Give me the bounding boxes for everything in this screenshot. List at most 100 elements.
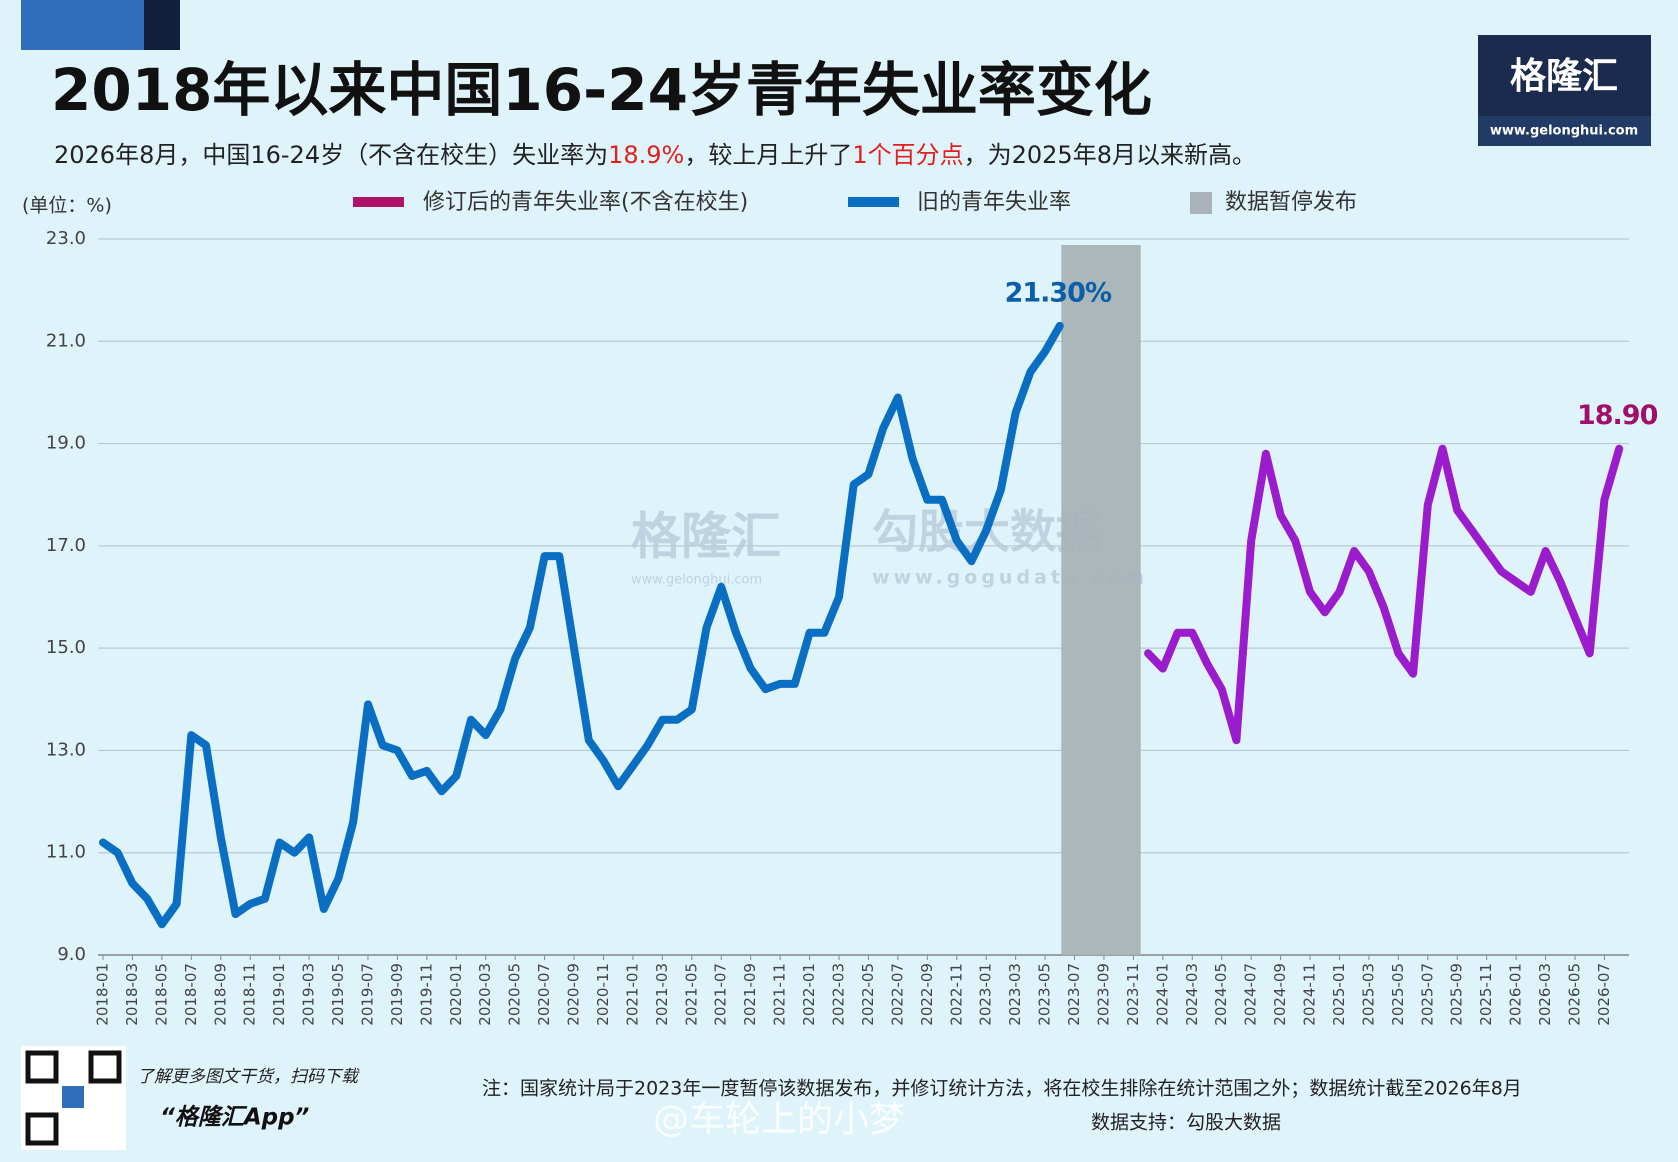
shaded-span bbox=[1061, 245, 1141, 955]
legend-label: 数据暂停发布 bbox=[1225, 190, 1357, 215]
x-tick-label: 2020-05 bbox=[506, 963, 524, 1026]
legend-label: 修订后的青年失业率(不含在校生) bbox=[423, 190, 748, 215]
subtitle: 2026年8月，中国16-24岁（不含在校生）失业率为18.9%，较上月上升了1… bbox=[54, 141, 1256, 169]
x-tick-label: 2019-09 bbox=[388, 963, 406, 1026]
x-tick-label: 2019-05 bbox=[329, 963, 347, 1026]
chart-title: 2018年以来中国16-24岁青年失业率变化 bbox=[51, 56, 1152, 124]
data-label: 21.30% bbox=[1005, 277, 1112, 308]
x-tick-label: 2022-01 bbox=[800, 963, 818, 1026]
x-tick-label: 2018-03 bbox=[123, 963, 141, 1026]
series-line bbox=[99, 321, 1064, 929]
x-tick-label: 2024-03 bbox=[1183, 963, 1201, 1026]
x-tick-label: 2023-01 bbox=[977, 963, 995, 1026]
x-tick-label: 2018-01 bbox=[94, 963, 112, 1026]
x-tick-label: 2019-01 bbox=[270, 963, 288, 1026]
x-tick-label: 2021-07 bbox=[712, 963, 730, 1026]
x-tick-label: 2026-03 bbox=[1536, 963, 1554, 1026]
x-tick-label: 2025-07 bbox=[1418, 963, 1436, 1026]
x-tick-label: 2018-07 bbox=[182, 963, 200, 1026]
x-tick-label: 2020-07 bbox=[535, 963, 553, 1026]
qr-corner bbox=[25, 1050, 59, 1084]
y-tick-label: 17.0 bbox=[46, 535, 86, 556]
x-tick-label: 2021-01 bbox=[623, 963, 641, 1026]
x-tick-label: 2020-09 bbox=[565, 963, 583, 1026]
x-tick-label: 2022-09 bbox=[918, 963, 936, 1026]
x-tick-label: 2019-07 bbox=[358, 963, 376, 1026]
y-tick-label: 23.0 bbox=[46, 228, 86, 249]
watermark: 格隆汇 bbox=[631, 508, 781, 566]
logo-url: www.gelonghui.com bbox=[1490, 124, 1638, 139]
y-tick-label: 13.0 bbox=[46, 739, 86, 760]
qr-corner bbox=[25, 1112, 59, 1146]
x-tick-label: 2022-05 bbox=[859, 963, 877, 1026]
x-tick-label: 2024-11 bbox=[1301, 963, 1319, 1026]
subtitle-part: 1个百分点 bbox=[852, 141, 963, 169]
app-name: “格隆汇App” bbox=[160, 1105, 310, 1131]
x-tick-label: 2025-09 bbox=[1448, 963, 1466, 1026]
x-tick-label: 2022-07 bbox=[888, 963, 906, 1026]
x-tick-label: 2024-05 bbox=[1212, 963, 1230, 1026]
subtitle-part: 18.9% bbox=[608, 141, 684, 169]
logo-strip bbox=[1478, 116, 1651, 146]
legend-swatch bbox=[848, 197, 899, 207]
x-tick-label: 2026-05 bbox=[1566, 963, 1584, 1026]
x-tick-label: 2021-09 bbox=[741, 963, 759, 1026]
x-tick-label: 2019-03 bbox=[300, 963, 318, 1026]
x-tick-label: 2018-05 bbox=[152, 963, 170, 1026]
subtitle-part: 2026年8月，中国16-24岁（不含在校生）失业率为 bbox=[54, 141, 608, 169]
legend-swatch bbox=[1190, 192, 1212, 214]
x-tick-label: 2023-09 bbox=[1094, 963, 1112, 1026]
x-tick-label: 2024-07 bbox=[1242, 963, 1260, 1026]
qr bbox=[21, 1046, 126, 1150]
x-tick-label: 2021-05 bbox=[682, 963, 700, 1026]
y-tick-label: 11.0 bbox=[46, 842, 86, 863]
qr-logo bbox=[62, 1086, 84, 1108]
x-tick-label: 2024-01 bbox=[1153, 963, 1171, 1026]
x-tick-label: 2023-03 bbox=[1006, 963, 1024, 1026]
x-tick-label: 2023-11 bbox=[1124, 963, 1142, 1026]
x-tick-label: 2025-11 bbox=[1477, 963, 1495, 1026]
logo-name: 格隆汇 bbox=[1510, 56, 1618, 97]
y-tick-label: 21.0 bbox=[46, 330, 86, 351]
legend-label: 旧的青年失业率 bbox=[917, 190, 1071, 215]
x-tick-label: 2025-05 bbox=[1389, 963, 1407, 1026]
x-tick-label: 2022-11 bbox=[947, 963, 965, 1026]
x-tick-label: 2018-09 bbox=[211, 963, 229, 1026]
watermark: www.gelonghui.com bbox=[631, 573, 762, 588]
subtitle-part: ，较上月上升了 bbox=[684, 141, 852, 169]
x-tick-label: 2023-05 bbox=[1036, 963, 1054, 1026]
decor-bar bbox=[144, 0, 180, 50]
unit-label: (单位：%) bbox=[22, 195, 112, 217]
x-tick-label: 2025-03 bbox=[1359, 963, 1377, 1026]
x-tick-label: 2020-11 bbox=[594, 963, 612, 1026]
logo: 格隆汇 www.gelonghui.com bbox=[1478, 35, 1651, 146]
plot: 9.0 11.0 13.0 15.0 17.0 19.0 21.0 23.0 2018-01 20… bbox=[46, 228, 1659, 1026]
qr-caption: 了解更多图文干货，扫码下载 bbox=[137, 1067, 360, 1087]
x-tick-label: 2023-07 bbox=[1065, 963, 1083, 1026]
data-label: 18.90 bbox=[1577, 400, 1658, 431]
x-tick-label: 2020-01 bbox=[447, 963, 465, 1026]
y-tick-label: 19.0 bbox=[46, 433, 86, 454]
qr-corner bbox=[88, 1050, 122, 1084]
subtitle-part: ，为2025年8月以来新高。 bbox=[964, 141, 1256, 169]
series-line bbox=[1144, 444, 1624, 745]
x-tick-label: 2021-11 bbox=[771, 963, 789, 1026]
note: 注：国家统计局于2023年一度暂停该数据发布，并修订统计方法，将在校生排除在统计… bbox=[482, 1078, 1522, 1100]
decor-bar bbox=[21, 0, 144, 50]
x-tick-label: 2024-09 bbox=[1271, 963, 1289, 1026]
legend-swatch bbox=[353, 197, 404, 207]
x-tick-label: 2026-07 bbox=[1595, 963, 1613, 1026]
x-tick-label: 2026-01 bbox=[1507, 963, 1525, 1026]
x-tick-label: 2018-11 bbox=[241, 963, 259, 1026]
y-tick-label: 9.0 bbox=[57, 944, 86, 965]
watermark: @车轮上的小梦 bbox=[653, 1099, 905, 1140]
x-tick-label: 2019-11 bbox=[417, 963, 435, 1026]
y-tick-label: 15.0 bbox=[46, 637, 86, 658]
source: 数据支持：勾股大数据 bbox=[1091, 1112, 1281, 1134]
x-tick-label: 2022-03 bbox=[830, 963, 848, 1026]
x-tick-label: 2025-01 bbox=[1330, 963, 1348, 1026]
x-tick-label: 2020-03 bbox=[476, 963, 494, 1026]
x-tick-label: 2021-03 bbox=[653, 963, 671, 1026]
